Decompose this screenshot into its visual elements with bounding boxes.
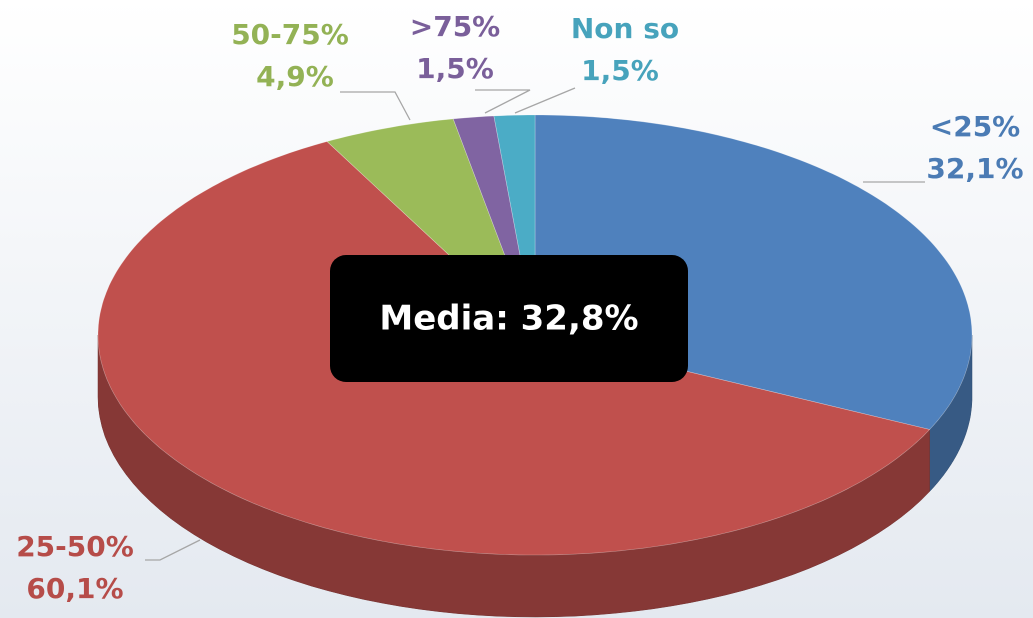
slice-value-label: 4,9% [256, 60, 334, 93]
slice-label: >75% [410, 10, 500, 43]
slice-label: 50-75% [231, 18, 349, 51]
slice-value-label: 60,1% [26, 572, 123, 605]
slice-label: <25% [930, 110, 1020, 143]
slice-value-label: 1,5% [581, 54, 659, 87]
slice-label: Non so [571, 12, 679, 45]
leader-line [340, 91, 411, 121]
slice-value-label: 32,1% [926, 152, 1023, 185]
slice-value-label: 1,5% [416, 52, 494, 85]
leader-line [475, 89, 531, 114]
annotation-box [330, 255, 688, 382]
leader-line [514, 87, 576, 114]
slice-label: 25-50% [16, 530, 134, 563]
annotation: Media: 32,8% [379, 299, 638, 339]
pie-labels: <25% 32,1% 25-50% 60,1% 50-75% 4,9% >75% 1,5% No… [16, 10, 1023, 605]
leader-line [145, 539, 201, 561]
